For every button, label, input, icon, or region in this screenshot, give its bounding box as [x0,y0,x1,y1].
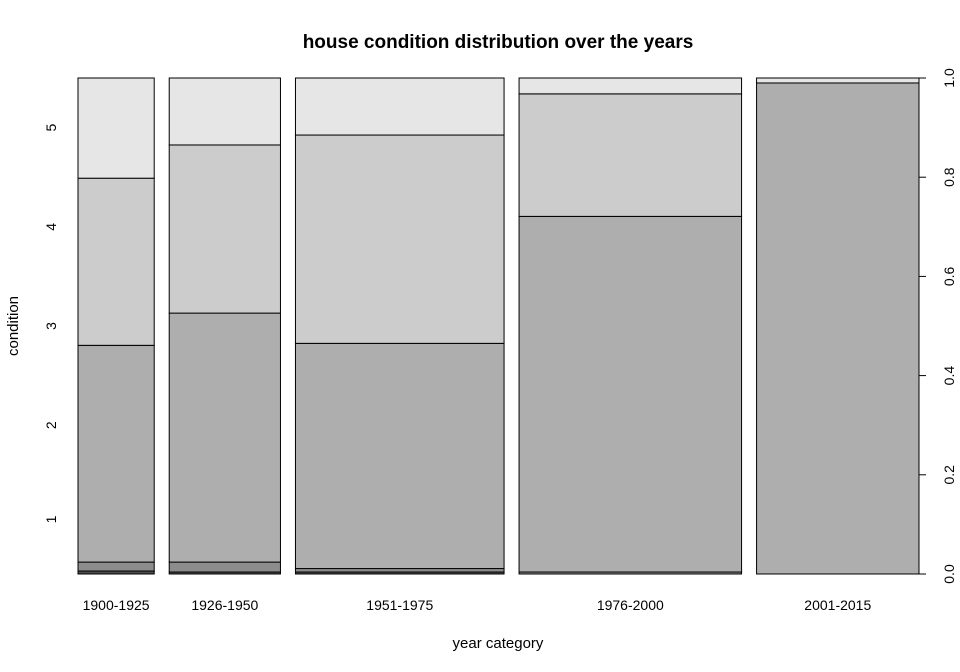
left-tick-label: 4 [43,223,59,231]
segment-2001-2015-condition-5 [756,77,920,84]
segment-1926-1950-condition-2 [168,561,281,573]
segment-1926-1950-condition-3 [168,312,281,563]
y-axis-label: condition [5,296,22,356]
right-tick-label: 0.6 [941,266,957,286]
left-tick-label: 1 [43,515,59,523]
right-tick-label: 1.0 [941,68,957,88]
segment-1976-2000-condition-3 [518,215,743,573]
segment-1900-1925-condition-3 [77,344,155,563]
x-tick-label: 1976-2000 [597,597,664,613]
segment-1951-1975-condition-3 [294,342,505,570]
segment-1976-2000-condition-5 [518,77,743,95]
left-tick-label: 2 [43,421,59,429]
right-axis: 0.0 0.2 0.4 0.6 0.8 1.0 [918,68,957,584]
segment-1900-1925-condition-5 [77,77,155,179]
left-axis: 1 2 3 4 5 [43,123,59,523]
x-tick-label: 1951-1975 [366,597,433,613]
segment-1951-1975-condition-4 [294,134,505,344]
x-axis-label: year category [453,635,544,652]
right-tick-label: 0.4 [941,366,957,386]
segment-1951-1975-condition-5 [294,77,505,136]
x-tick-label: 1926-1950 [191,597,258,613]
segment-2001-2015-condition-3 [756,82,920,575]
x-tick-labels: 1900-1925 1926-1950 1951-1975 1976-2000 2001… [83,597,872,613]
segment-1926-1950-condition-4 [168,144,281,314]
segment-1900-1925-condition-4 [77,177,155,346]
plot-area [77,77,920,575]
segment-1976-2000-condition-4 [518,93,743,217]
right-tick-label: 0.0 [941,564,957,584]
segment-1900-1925-condition-2 [77,561,155,572]
segment-1951-1975-condition-2 [294,568,505,573]
x-tick-label: 2001-2015 [804,597,871,613]
chart-title: house condition distribution over the ye… [303,32,694,53]
right-tick-label: 0.8 [941,167,957,187]
left-tick-label: 3 [43,322,59,330]
segment-1926-1950-condition-5 [168,77,281,146]
left-tick-label: 5 [43,123,59,131]
x-tick-label: 1900-1925 [83,597,150,613]
right-tick-label: 0.2 [941,465,957,485]
